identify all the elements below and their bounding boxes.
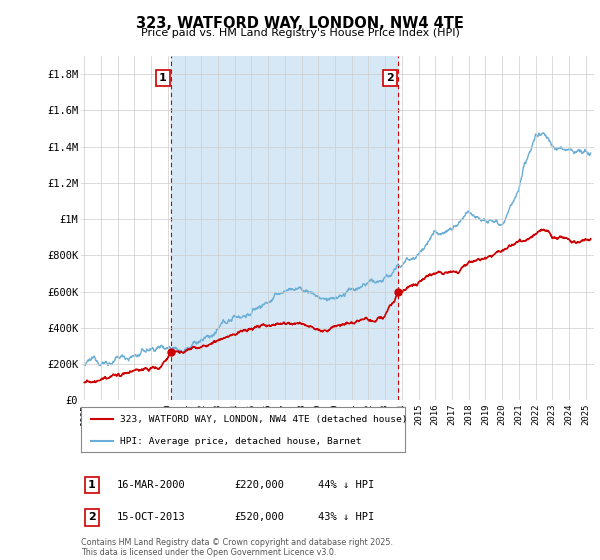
Text: 323, WATFORD WAY, LONDON, NW4 4TE: 323, WATFORD WAY, LONDON, NW4 4TE	[136, 16, 464, 31]
Text: HPI: Average price, detached house, Barnet: HPI: Average price, detached house, Barn…	[120, 436, 361, 446]
Text: Price paid vs. HM Land Registry's House Price Index (HPI): Price paid vs. HM Land Registry's House …	[140, 28, 460, 38]
Text: 2: 2	[88, 512, 95, 522]
Text: 323, WATFORD WAY, LONDON, NW4 4TE (detached house): 323, WATFORD WAY, LONDON, NW4 4TE (detac…	[120, 415, 407, 424]
Text: 16-MAR-2000: 16-MAR-2000	[117, 480, 186, 490]
Text: 2: 2	[386, 73, 394, 83]
Text: Contains HM Land Registry data © Crown copyright and database right 2025.
This d: Contains HM Land Registry data © Crown c…	[81, 538, 393, 557]
Text: 1: 1	[159, 73, 167, 83]
Text: 44% ↓ HPI: 44% ↓ HPI	[318, 480, 374, 490]
Text: £220,000: £220,000	[234, 480, 284, 490]
Text: £520,000: £520,000	[234, 512, 284, 522]
Text: 43% ↓ HPI: 43% ↓ HPI	[318, 512, 374, 522]
Bar	[172, 56, 398, 400]
Text: 1: 1	[88, 480, 95, 490]
Text: 15-OCT-2013: 15-OCT-2013	[117, 512, 186, 522]
